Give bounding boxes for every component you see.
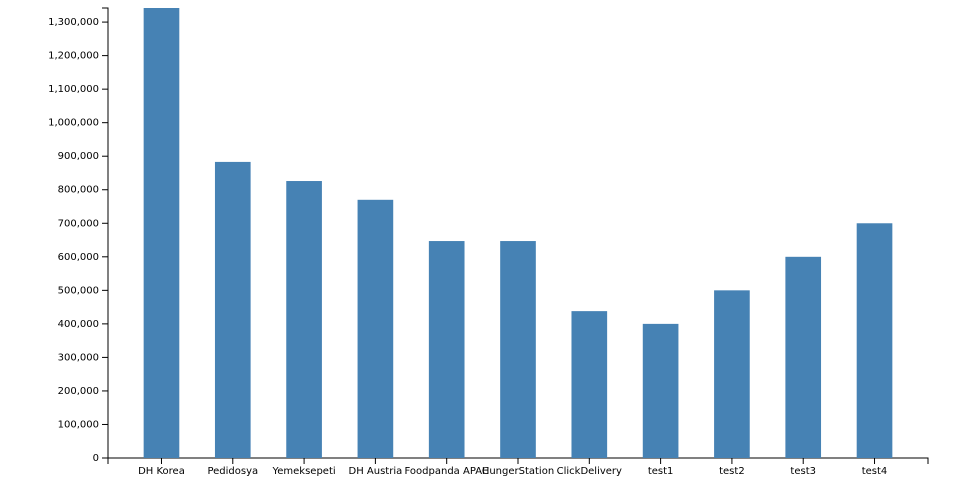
- x-tick-label: test4: [862, 466, 888, 477]
- y-tick-label: 1,000,000: [48, 118, 99, 129]
- y-tick-label: 600,000: [58, 252, 99, 263]
- x-tick-label: HungerStation: [482, 466, 554, 477]
- x-tick-label: DH Austria: [349, 466, 403, 477]
- x-tick-label: DH Korea: [138, 466, 185, 477]
- y-tick-label: 1,100,000: [48, 84, 99, 95]
- y-tick-label: 100,000: [58, 419, 99, 430]
- y-tick-label: 0: [93, 453, 99, 464]
- bar: [714, 290, 750, 458]
- x-tick-label: test1: [648, 466, 674, 477]
- x-tick-label: test3: [790, 466, 816, 477]
- bar: [214, 161, 251, 458]
- y-tick-label: 1,200,000: [48, 51, 99, 62]
- x-tick-label: ClickDelivery: [557, 466, 622, 477]
- y-tick-label: 500,000: [58, 285, 99, 296]
- bar: [500, 241, 536, 458]
- bar: [428, 241, 465, 458]
- x-tick-label: Pedidosya: [207, 466, 258, 477]
- y-tick-label: 300,000: [58, 352, 99, 363]
- y-tick-label: 400,000: [58, 319, 99, 330]
- bar: [642, 323, 679, 458]
- bar: [785, 256, 822, 458]
- x-tick-label: test2: [719, 466, 745, 477]
- bar: [143, 8, 180, 458]
- y-tick-label: 1,300,000: [48, 17, 99, 28]
- y-tick-label: 700,000: [58, 218, 99, 229]
- bar: [856, 223, 893, 458]
- y-tick-label: 200,000: [58, 386, 99, 397]
- bar: [286, 181, 322, 458]
- x-tick-label: Foodpanda APAC: [405, 466, 489, 477]
- y-tick-label: 800,000: [58, 185, 99, 196]
- bar: [357, 199, 394, 458]
- y-tick-label: 900,000: [58, 151, 99, 162]
- bar: [571, 311, 608, 458]
- x-tick-label: Yemeksepeti: [271, 466, 335, 477]
